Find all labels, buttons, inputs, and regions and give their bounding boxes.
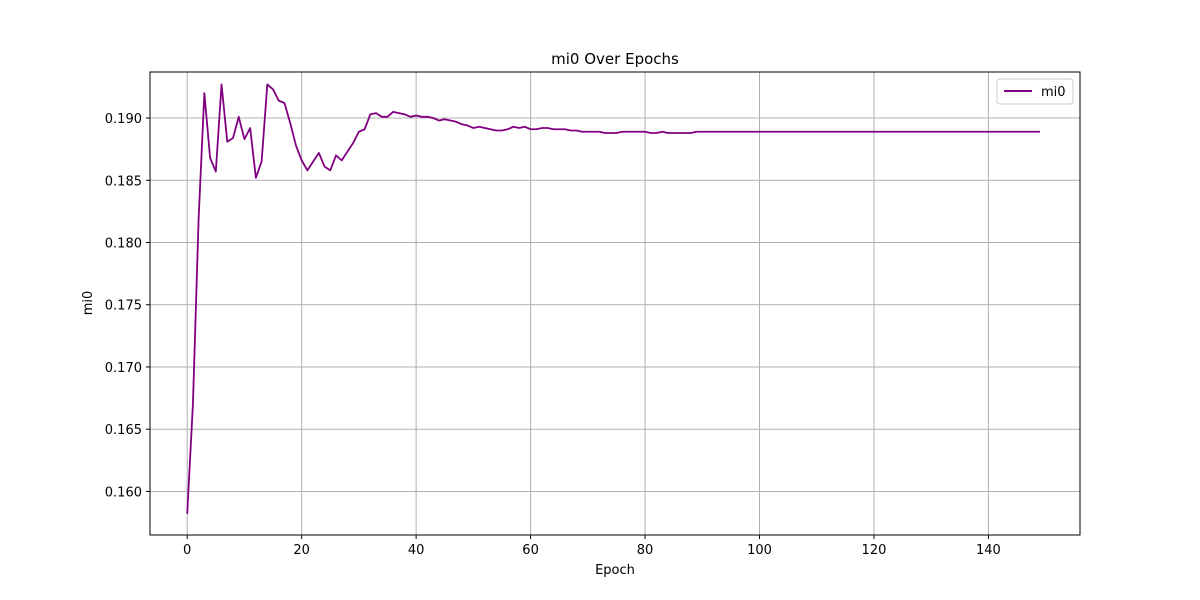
y-tick-label: 0.170 — [105, 361, 142, 376]
legend: mi0 — [996, 78, 1074, 105]
y-axis-label: mi0 — [81, 291, 96, 316]
plot-area — [150, 72, 1080, 535]
y-tick-label: 0.190 — [105, 112, 142, 127]
x-axis-ticks: 0 20 40 60 80 100 120 140 — [183, 535, 1001, 558]
x-tick-label: 20 — [293, 543, 310, 558]
chart-title: mi0 Over Epochs — [551, 50, 679, 68]
x-tick-label: 40 — [408, 543, 425, 558]
x-tick-label: 80 — [637, 543, 654, 558]
series-layer — [186, 83, 1040, 514]
y-tick-label: 0.160 — [105, 485, 142, 500]
grid — [150, 72, 1080, 535]
x-tick-label: 0 — [183, 543, 191, 558]
plot-frame — [149, 71, 1081, 536]
y-tick-label: 0.180 — [105, 237, 142, 252]
legend-box — [996, 78, 1074, 105]
x-tick-label: 120 — [862, 543, 887, 558]
x-tick-label: 100 — [747, 543, 772, 558]
y-tick-label: 0.165 — [105, 423, 142, 438]
x-tick-label: 60 — [522, 543, 539, 558]
y-tick-label: 0.175 — [105, 299, 142, 314]
y-axis-ticks: 0.160 0.165 0.170 0.175 0.180 0.185 0.190 — [105, 112, 150, 500]
x-tick-label: 140 — [976, 543, 1001, 558]
legend-label: mi0 — [1041, 85, 1066, 100]
x-axis-label: Epoch — [595, 563, 635, 578]
y-tick-label: 0.185 — [105, 174, 142, 189]
series-line-mi0 — [186, 83, 1040, 514]
